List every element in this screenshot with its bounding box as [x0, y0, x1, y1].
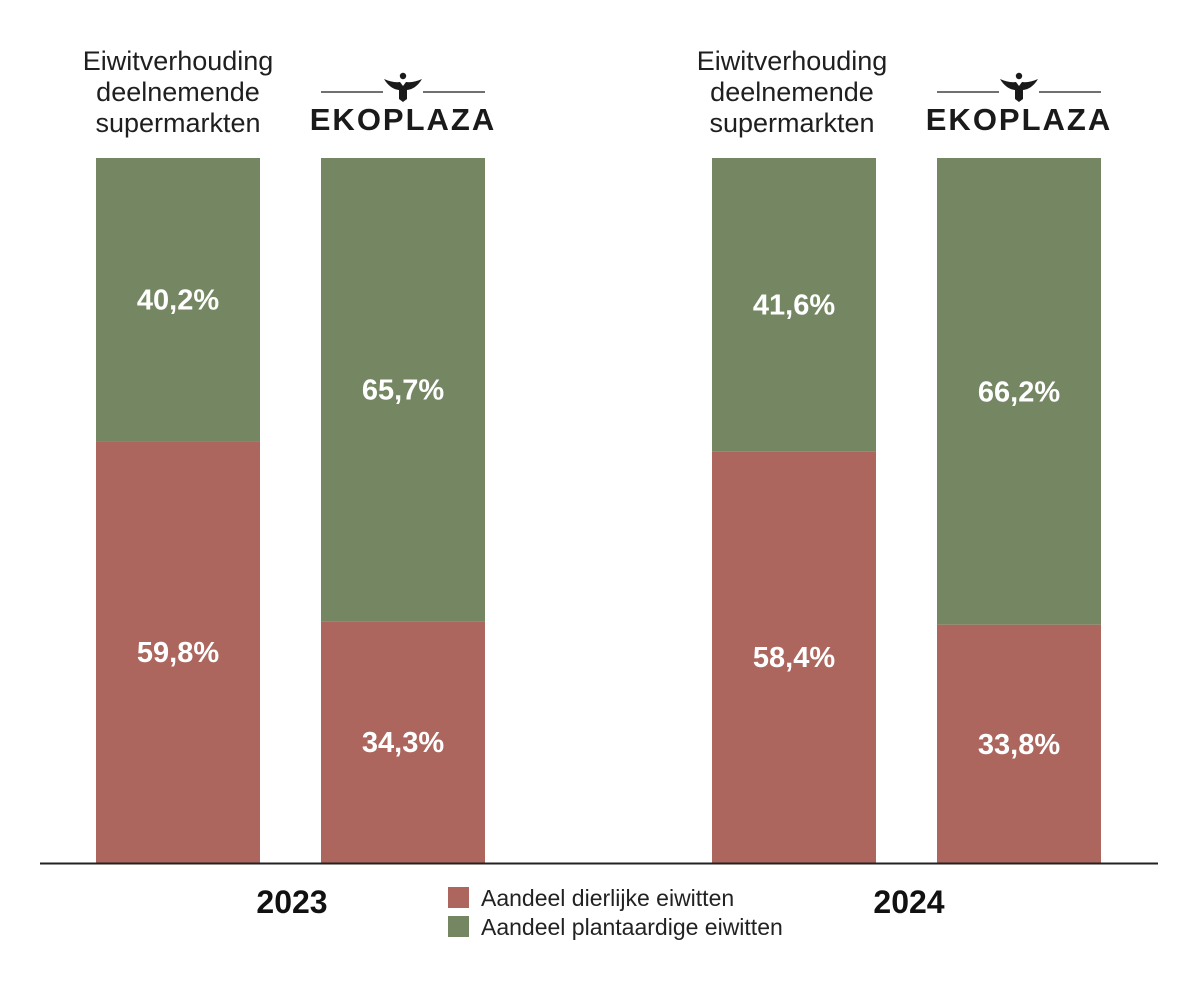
- ekoplaza-logo: EKOPLAZA: [926, 72, 1113, 137]
- bar-title: Eiwitverhouding deelnemende supermarkten: [697, 46, 888, 138]
- year-label: 2024: [873, 884, 944, 920]
- bar-segment-animal: [712, 451, 876, 863]
- bar-segment-plant: [321, 158, 485, 622]
- legend-label-animal: Aandeel dierlijke eiwitten: [481, 885, 734, 911]
- data-label-plant: 40,2%: [137, 285, 219, 317]
- data-label-plant: 65,7%: [362, 375, 444, 407]
- ekoplaza-logo: EKOPLAZA: [310, 72, 497, 137]
- legend-label-plant: Aandeel plantaardige eiwitten: [481, 914, 783, 940]
- data-label-animal: 59,8%: [137, 637, 219, 669]
- data-label-animal: 58,4%: [753, 642, 835, 674]
- bird-icon: [1000, 72, 1038, 102]
- bar-segment-plant: [712, 158, 876, 452]
- bar-segment-animal: [96, 441, 260, 863]
- data-label-animal: 34,3%: [362, 727, 444, 759]
- bar-segment-plant: [937, 158, 1101, 625]
- bar-title: Eiwitverhouding deelnemende supermarkten: [83, 46, 274, 138]
- logo-wordmark: EKOPLAZA: [926, 102, 1113, 137]
- data-label-plant: 66,2%: [978, 376, 1060, 408]
- data-label-plant: 41,6%: [753, 290, 835, 322]
- legend-swatch-animal: [448, 887, 469, 908]
- bar-segment-animal: [321, 621, 485, 863]
- bird-icon: [384, 72, 422, 102]
- bar-segment-animal: [937, 624, 1101, 863]
- bar-segment-plant: [96, 158, 260, 442]
- logo-wordmark: EKOPLAZA: [310, 102, 497, 137]
- legend-swatch-plant: [448, 916, 469, 937]
- data-label-animal: 33,8%: [978, 729, 1060, 761]
- year-label: 2023: [256, 884, 327, 920]
